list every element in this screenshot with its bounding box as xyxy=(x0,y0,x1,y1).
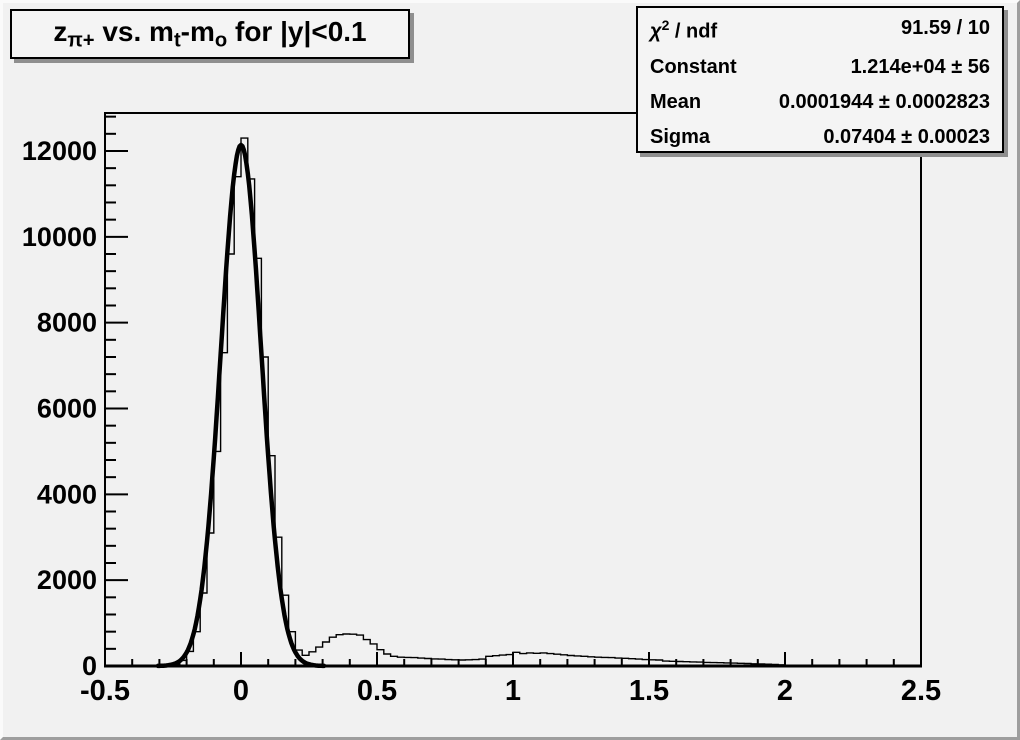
stats-label-mean: Mean xyxy=(650,90,702,113)
y-tick-label: 8000 xyxy=(37,308,97,338)
stats-value-mean: 0.0001944 ± 0.0002823 xyxy=(778,90,990,113)
frame-border xyxy=(104,112,922,667)
x-tick-label: 0.5 xyxy=(357,675,397,707)
stats-label-sigma: Sigma xyxy=(650,125,711,148)
y-tick-label: 2000 xyxy=(37,565,97,595)
stats-box: χ2 / ndf 91.59 / 10 Constant 1.214e+04 ±… xyxy=(636,6,1004,153)
x-axis-ticks xyxy=(104,652,922,666)
y-tick-label: 10000 xyxy=(22,222,97,252)
title-box: zπ+ vs. mt-mo for |y|<0.1 xyxy=(10,9,410,59)
x-axis-labels: -0.5 0 0.5 1 1.5 2 2.5 xyxy=(80,675,941,707)
x-tick-label: 2 xyxy=(777,675,793,707)
y-tick-label: 0 xyxy=(82,651,97,681)
title-text: zπ+ vs. mt-mo for |y|<0.1 xyxy=(53,15,367,52)
y-axis-labels: 0 2000 4000 6000 8000 10000 12000 xyxy=(22,136,97,681)
y-tick-label: 12000 xyxy=(22,136,97,166)
x-tick-label: 0 xyxy=(233,675,249,707)
stats-value-chi2: 91.59 / 10 xyxy=(901,17,990,40)
x-tick-label: 1.5 xyxy=(629,675,669,707)
stats-label-chi2: χ2 / ndf xyxy=(650,17,718,43)
stats-label-constant: Constant xyxy=(650,55,737,78)
stats-row-chi2: χ2 / ndf 91.59 / 10 xyxy=(638,8,1002,50)
x-tick-label: 2.5 xyxy=(901,675,941,707)
y-tick-label: 4000 xyxy=(37,479,97,509)
y-axis-ticks xyxy=(105,115,128,667)
fit-curve xyxy=(155,142,327,669)
stats-value-constant: 1.214e+04 ± 56 xyxy=(850,55,990,78)
histogram-line xyxy=(105,137,921,667)
y-tick-label: 6000 xyxy=(37,393,97,423)
stats-row-mean: Mean 0.0001944 ± 0.0002823 xyxy=(638,85,1002,120)
stats-value-sigma: 0.07404 ± 0.00023 xyxy=(823,125,990,148)
x-tick-label: -0.5 xyxy=(80,675,130,707)
stats-row-sigma: Sigma 0.07404 ± 0.00023 xyxy=(638,120,1002,155)
plot-area: -0.5 0 0.5 1 1.5 2 2.5020004000600080001000012… xyxy=(22,112,941,707)
x-tick-label: 1 xyxy=(505,675,521,707)
stats-row-constant: Constant 1.214e+04 ± 56 xyxy=(638,50,1002,85)
